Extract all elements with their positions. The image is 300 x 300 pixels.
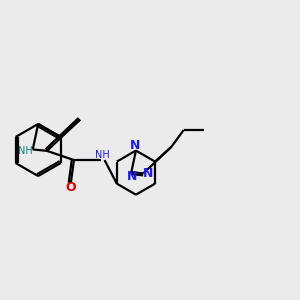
Text: NH: NH (18, 146, 32, 156)
Text: NH: NH (95, 149, 110, 160)
Text: N: N (127, 170, 137, 183)
Text: O: O (65, 181, 76, 194)
Text: N: N (143, 167, 154, 180)
Text: N: N (130, 140, 140, 152)
